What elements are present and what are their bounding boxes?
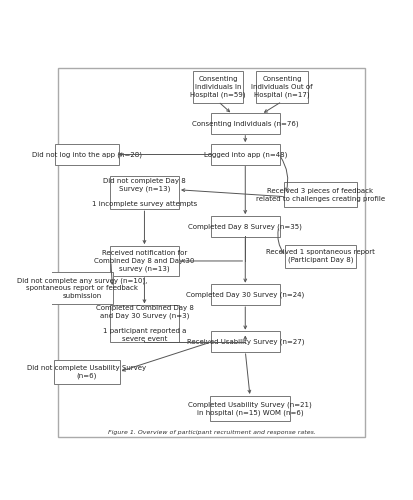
FancyBboxPatch shape [211, 216, 280, 236]
Text: Received 1 spontaneous report
(Participant Day 8): Received 1 spontaneous report (Participa… [266, 250, 375, 264]
Text: Received 3 pieces of feedback
related to challenges creating profile: Received 3 pieces of feedback related to… [256, 188, 385, 202]
FancyBboxPatch shape [55, 144, 119, 165]
FancyBboxPatch shape [285, 244, 356, 268]
FancyBboxPatch shape [211, 113, 280, 134]
FancyBboxPatch shape [284, 182, 357, 207]
FancyBboxPatch shape [211, 144, 280, 165]
Text: Consenting Individuals (n=76): Consenting Individuals (n=76) [192, 120, 299, 127]
FancyBboxPatch shape [193, 72, 243, 102]
Text: Completed Usability Survey (n=21)
in hospital (n=15) WOM (n=6): Completed Usability Survey (n=21) in hos… [188, 401, 312, 415]
Text: Did not complete Usability Survey
(n=6): Did not complete Usability Survey (n=6) [27, 365, 146, 379]
Text: Logged into app (n=48): Logged into app (n=48) [204, 151, 287, 158]
Text: Completed Combined Day 8
and Day 30 Survey (n=3)

1 participant reported a
sever: Completed Combined Day 8 and Day 30 Surv… [95, 306, 193, 342]
FancyBboxPatch shape [211, 284, 280, 305]
FancyBboxPatch shape [110, 305, 179, 342]
Text: Did not complete any survey (n=10),
spontaneous report or feedback
submission: Did not complete any survey (n=10), spon… [17, 277, 147, 298]
Text: Did not complete Day 8
Survey (n=13)

1 incomplete survey attempts: Did not complete Day 8 Survey (n=13) 1 i… [92, 178, 197, 208]
Text: Received Usability Survey (n=27): Received Usability Survey (n=27) [187, 338, 304, 345]
FancyBboxPatch shape [51, 272, 114, 304]
Text: Did not log into the app (n=28): Did not log into the app (n=28) [32, 151, 142, 158]
FancyBboxPatch shape [58, 68, 366, 438]
Text: Figure 1. Overview of participant recruitment and response rates.: Figure 1. Overview of participant recrui… [108, 430, 316, 436]
FancyBboxPatch shape [54, 360, 120, 384]
FancyBboxPatch shape [110, 246, 179, 276]
Text: Completed Day 8 Survey (n=35): Completed Day 8 Survey (n=35) [188, 223, 302, 230]
FancyBboxPatch shape [210, 396, 290, 421]
FancyBboxPatch shape [256, 72, 308, 102]
Text: Consenting
Individuals In
Hospital (n=59): Consenting Individuals In Hospital (n=59… [190, 76, 246, 98]
Text: Completed Day 30 Survey (n=24): Completed Day 30 Survey (n=24) [186, 292, 304, 298]
Text: Received notification for
Combined Day 8 and Day 30
survey (n=13): Received notification for Combined Day 8… [94, 250, 195, 272]
FancyBboxPatch shape [110, 176, 179, 210]
FancyBboxPatch shape [211, 332, 280, 352]
Text: Consenting
Individuals Out of
Hospital (n=17): Consenting Individuals Out of Hospital (… [251, 76, 313, 98]
